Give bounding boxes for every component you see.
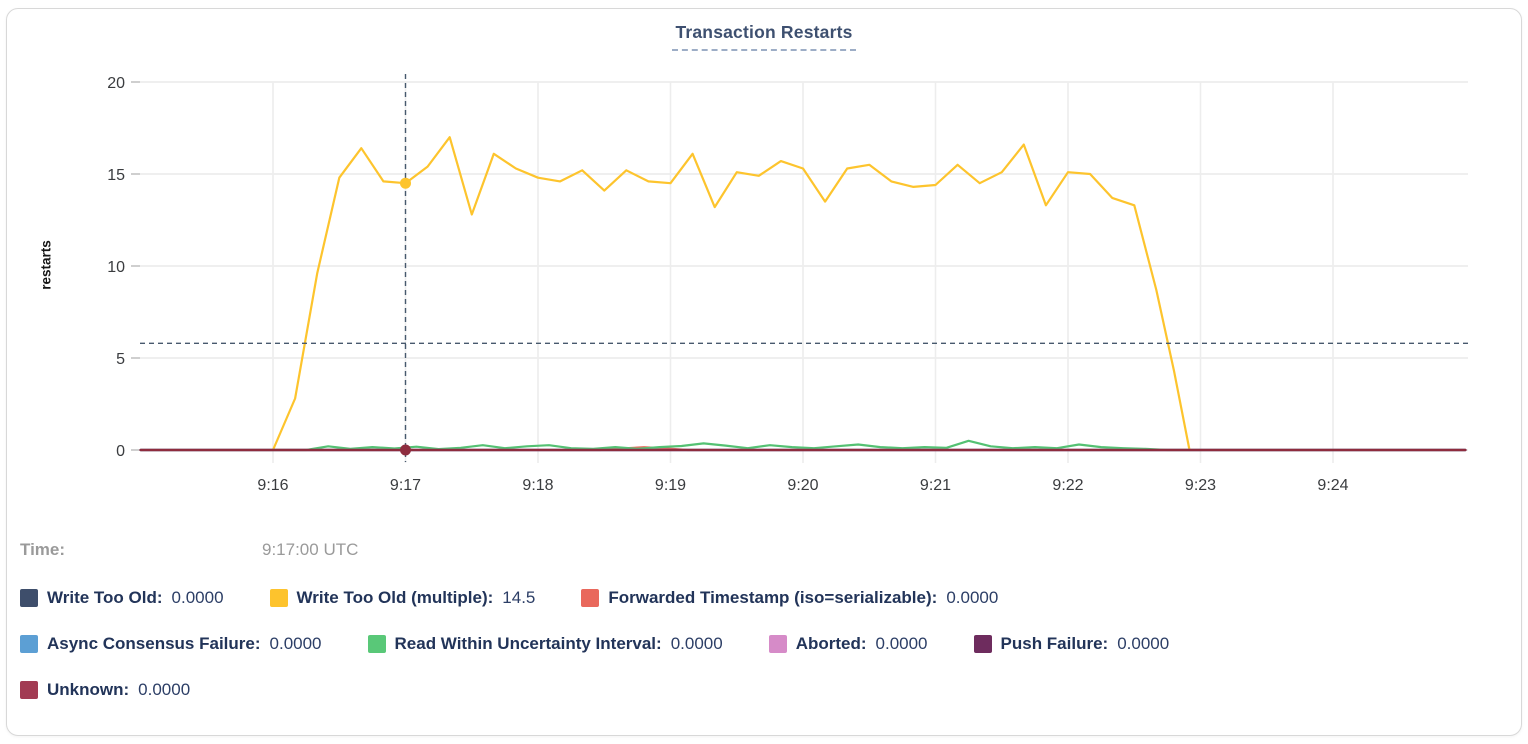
legend-swatch [20, 681, 38, 699]
legend: Write Too Old: 0.0000 Write Too Old (multi… [20, 586, 1508, 724]
legend-label: Push Failure: [1000, 634, 1109, 653]
series-line [271, 136, 1191, 452]
legend-swatch [269, 589, 288, 607]
legend-value: 14.5 [502, 588, 536, 607]
x-tick-label: 9:23 [1185, 477, 1216, 494]
hover-dot [400, 444, 411, 456]
legend-value: 0.0000 [1117, 634, 1170, 653]
legend-label: Forwarded Timestamp (iso=serializable): [608, 588, 938, 607]
legend-item: Read Within Uncertainty Interval: 0.0000 [367, 634, 723, 654]
y-tick-label: 5 [116, 351, 125, 368]
series-line [139, 439, 1467, 452]
legend-value: 0.0000 [171, 588, 224, 607]
y-tick-label: 20 [107, 75, 125, 92]
x-tick-label: 9:19 [655, 477, 686, 494]
legend-label: Write Too Old (multiple): [296, 588, 494, 607]
legend-item: Aborted: 0.0000 [768, 634, 928, 654]
legend-value: 0.0000 [138, 680, 191, 699]
legend-row: Unknown: 0.0000 [20, 678, 1508, 702]
hover-time-row: Time: 9:17:00 UTC [20, 540, 358, 560]
legend-swatch [768, 635, 787, 653]
legend-value: 0.0000 [946, 588, 999, 607]
y-tick-label: 15 [107, 167, 125, 184]
x-tick-label: 9:24 [1317, 477, 1348, 494]
legend-swatch [581, 589, 600, 607]
x-tick-label: 9:18 [522, 477, 553, 494]
hover-time-label: Time: [20, 540, 66, 559]
legend-swatch [20, 589, 38, 607]
y-tick-label: 10 [107, 259, 125, 276]
legend-label: Read Within Uncertainty Interval: [394, 634, 662, 653]
legend-item: Write Too Old: 0.0000 [20, 588, 224, 608]
x-tick-label: 9:17 [390, 477, 421, 494]
legend-item: Async Consensus Failure: 0.0000 [20, 634, 322, 654]
hover-time-value: 9:17:00 UTC [262, 540, 359, 559]
legend-label: Aborted: [795, 634, 867, 653]
hover-dot [400, 177, 411, 189]
legend-item: Push Failure: 0.0000 [973, 634, 1170, 654]
legend-swatch [973, 635, 992, 653]
legend-label: Unknown: [47, 680, 130, 699]
legend-label: Async Consensus Failure: [47, 634, 261, 653]
legend-value: 0.0000 [670, 634, 723, 653]
x-tick-label: 9:21 [920, 477, 951, 494]
legend-label: Write Too Old: [47, 588, 163, 607]
legend-value: 0.0000 [875, 634, 928, 653]
legend-row: Async Consensus Failure: 0.0000 Read Withi… [20, 632, 1508, 656]
x-tick-label: 9:16 [257, 477, 288, 494]
legend-item: Write Too Old (multiple): 14.5 [269, 588, 536, 608]
legend-item: Forwarded Timestamp (iso=serializable): 0… [581, 588, 998, 608]
legend-item: Unknown: 0.0000 [20, 680, 190, 700]
chart-card [6, 8, 1522, 736]
x-tick-label: 9:20 [787, 477, 818, 494]
chart-title[interactable]: Transaction Restarts [672, 22, 856, 51]
y-tick-label: 0 [116, 443, 125, 460]
y-axis-label: restarts [38, 240, 54, 290]
chart-title-wrap: Transaction Restarts [0, 22, 1528, 51]
legend-swatch [20, 635, 38, 653]
transaction-restarts-chart[interactable]: 0 5 10 15 20 9:16 9:17 9:18 9:19 9:20 9:21 9:22 9:23… [0, 0, 1528, 530]
x-tick-label: 9:22 [1052, 477, 1083, 494]
legend-swatch [367, 635, 386, 653]
legend-value: 0.0000 [269, 634, 322, 653]
legend-row: Write Too Old: 0.0000 Write Too Old (multi… [20, 586, 1508, 610]
